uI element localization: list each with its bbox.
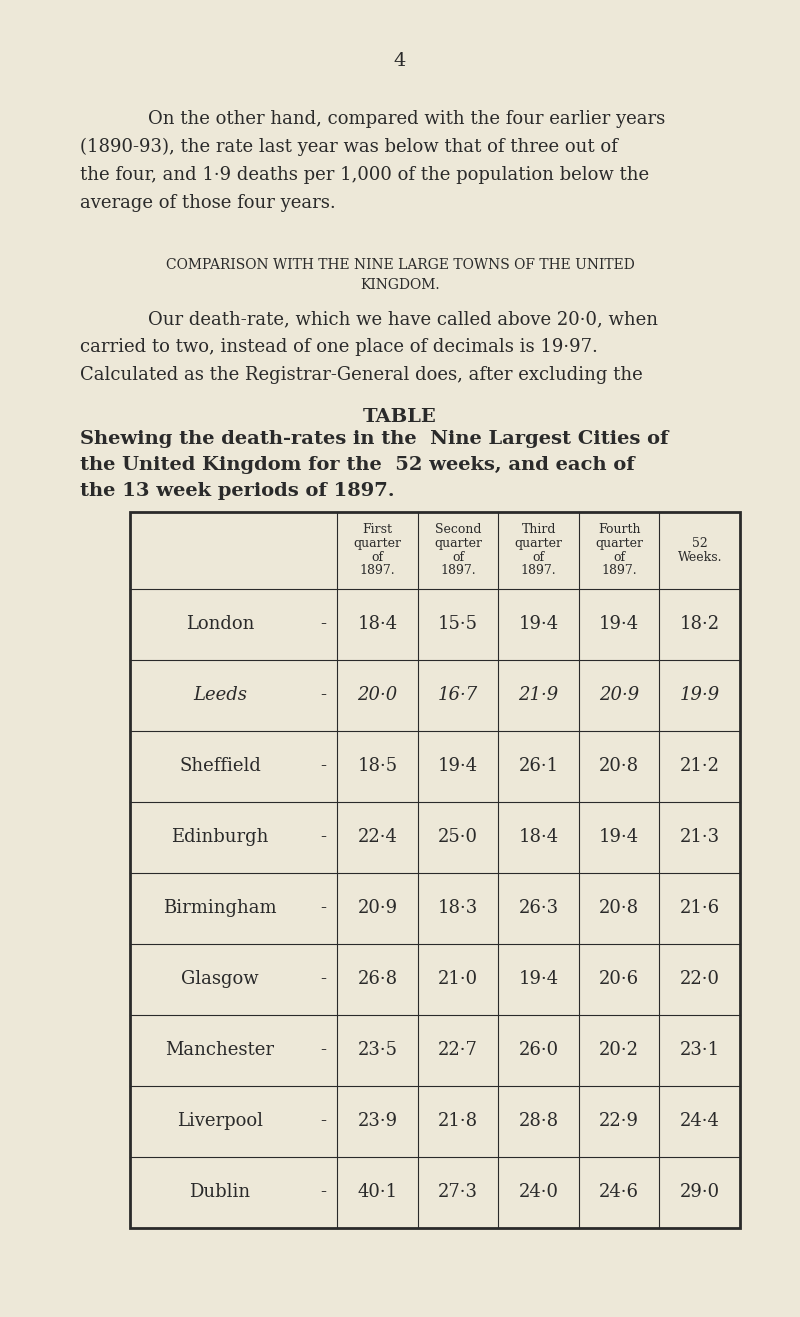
Text: 27·3: 27·3 xyxy=(438,1184,478,1201)
Text: (1890-93), the rate last year was below that of three out of: (1890-93), the rate last year was below … xyxy=(80,138,618,157)
Text: carried to two, instead of one place of decimals is 19·97.: carried to two, instead of one place of … xyxy=(80,338,598,356)
Text: Weeks.: Weeks. xyxy=(678,551,722,564)
Text: 18·3: 18·3 xyxy=(438,900,478,918)
Text: 21·2: 21·2 xyxy=(680,757,720,776)
Text: Glasgow: Glasgow xyxy=(181,971,258,988)
Text: 24·0: 24·0 xyxy=(518,1184,558,1201)
Text: 21·9: 21·9 xyxy=(518,686,559,705)
Text: Fourth: Fourth xyxy=(598,523,641,536)
Text: -: - xyxy=(321,686,326,705)
Text: -: - xyxy=(321,1113,326,1130)
Text: 20·8: 20·8 xyxy=(599,757,639,776)
Text: 20·2: 20·2 xyxy=(599,1042,639,1059)
Text: -: - xyxy=(321,900,326,918)
Text: Manchester: Manchester xyxy=(166,1042,274,1059)
Text: Edinburgh: Edinburgh xyxy=(171,828,269,847)
Text: First: First xyxy=(362,523,393,536)
Text: 21·0: 21·0 xyxy=(438,971,478,988)
Text: KINGDOM.: KINGDOM. xyxy=(360,278,440,292)
Text: of: of xyxy=(371,551,384,564)
Text: On the other hand, compared with the four earlier years: On the other hand, compared with the fou… xyxy=(148,111,666,128)
Text: 22·9: 22·9 xyxy=(599,1113,639,1130)
Text: Our death-rate, which we have called above 20·0, when: Our death-rate, which we have called abo… xyxy=(148,309,658,328)
Text: 23·5: 23·5 xyxy=(358,1042,398,1059)
Text: Sheffield: Sheffield xyxy=(179,757,261,776)
Text: -: - xyxy=(321,1184,326,1201)
Text: 16·7: 16·7 xyxy=(438,686,478,705)
Text: the 13 week periods of 1897.: the 13 week periods of 1897. xyxy=(80,482,394,500)
Text: -: - xyxy=(321,615,326,633)
Text: -: - xyxy=(321,1042,326,1059)
Text: 21·6: 21·6 xyxy=(680,900,720,918)
Text: 20·0: 20·0 xyxy=(358,686,398,705)
Text: 18·4: 18·4 xyxy=(358,615,398,633)
Text: 19·4: 19·4 xyxy=(599,828,639,847)
Text: 20·9: 20·9 xyxy=(599,686,639,705)
Text: 24·4: 24·4 xyxy=(680,1113,720,1130)
Text: 29·0: 29·0 xyxy=(680,1184,720,1201)
Text: 26·8: 26·8 xyxy=(358,971,398,988)
Text: 26·3: 26·3 xyxy=(518,900,558,918)
Text: COMPARISON WITH THE NINE LARGE TOWNS OF THE UNITED: COMPARISON WITH THE NINE LARGE TOWNS OF … xyxy=(166,258,634,273)
Text: the four, and 1·9 deaths per 1,000 of the population below the: the four, and 1·9 deaths per 1,000 of th… xyxy=(80,166,649,184)
Text: average of those four years.: average of those four years. xyxy=(80,194,336,212)
Text: 1897.: 1897. xyxy=(440,565,476,577)
Text: Liverpool: Liverpool xyxy=(177,1113,263,1130)
Text: Birmingham: Birmingham xyxy=(163,900,277,918)
Text: Dublin: Dublin xyxy=(190,1184,250,1201)
Text: of: of xyxy=(452,551,464,564)
Text: Leeds: Leeds xyxy=(193,686,247,705)
Text: 19·9: 19·9 xyxy=(680,686,720,705)
Text: 1897.: 1897. xyxy=(521,565,557,577)
Text: 1897.: 1897. xyxy=(602,565,637,577)
Text: London: London xyxy=(186,615,254,633)
Text: 15·5: 15·5 xyxy=(438,615,478,633)
Text: Calculated as the Registrar-General does, after excluding the: Calculated as the Registrar-General does… xyxy=(80,366,642,385)
Text: 19·4: 19·4 xyxy=(518,615,558,633)
Text: of: of xyxy=(613,551,626,564)
Text: 40·1: 40·1 xyxy=(358,1184,398,1201)
Text: 22·4: 22·4 xyxy=(358,828,398,847)
Text: 20·8: 20·8 xyxy=(599,900,639,918)
Text: 22·7: 22·7 xyxy=(438,1042,478,1059)
Text: -: - xyxy=(321,757,326,776)
Text: 20·9: 20·9 xyxy=(358,900,398,918)
Text: quarter: quarter xyxy=(434,537,482,551)
Text: 23·1: 23·1 xyxy=(680,1042,720,1059)
Text: 19·4: 19·4 xyxy=(518,971,558,988)
Text: TABLE: TABLE xyxy=(363,408,437,425)
Bar xyxy=(130,512,740,1227)
Text: 18·5: 18·5 xyxy=(358,757,398,776)
Text: 52: 52 xyxy=(692,537,708,551)
Text: 1897.: 1897. xyxy=(360,565,395,577)
Text: 4: 4 xyxy=(394,51,406,70)
Text: quarter: quarter xyxy=(595,537,643,551)
Text: 22·0: 22·0 xyxy=(680,971,720,988)
Text: 19·4: 19·4 xyxy=(438,757,478,776)
Text: 19·4: 19·4 xyxy=(599,615,639,633)
Text: of: of xyxy=(533,551,545,564)
Text: Third: Third xyxy=(522,523,556,536)
Text: 23·9: 23·9 xyxy=(358,1113,398,1130)
Text: Second: Second xyxy=(435,523,482,536)
Text: 26·0: 26·0 xyxy=(518,1042,558,1059)
Text: 18·2: 18·2 xyxy=(680,615,720,633)
Text: 25·0: 25·0 xyxy=(438,828,478,847)
Text: 21·8: 21·8 xyxy=(438,1113,478,1130)
Text: 24·6: 24·6 xyxy=(599,1184,639,1201)
Text: 20·6: 20·6 xyxy=(599,971,639,988)
Text: 18·4: 18·4 xyxy=(518,828,558,847)
Text: 21·3: 21·3 xyxy=(680,828,720,847)
Text: 28·8: 28·8 xyxy=(518,1113,558,1130)
Text: 26·1: 26·1 xyxy=(518,757,558,776)
Text: -: - xyxy=(321,971,326,988)
Text: quarter: quarter xyxy=(354,537,402,551)
Text: Shewing the death-rates in the  Nine Largest Cities of: Shewing the death-rates in the Nine Larg… xyxy=(80,429,668,448)
Text: quarter: quarter xyxy=(514,537,562,551)
Text: the United Kingdom for the  52 weeks, and each of: the United Kingdom for the 52 weeks, and… xyxy=(80,456,634,474)
Text: -: - xyxy=(321,828,326,847)
